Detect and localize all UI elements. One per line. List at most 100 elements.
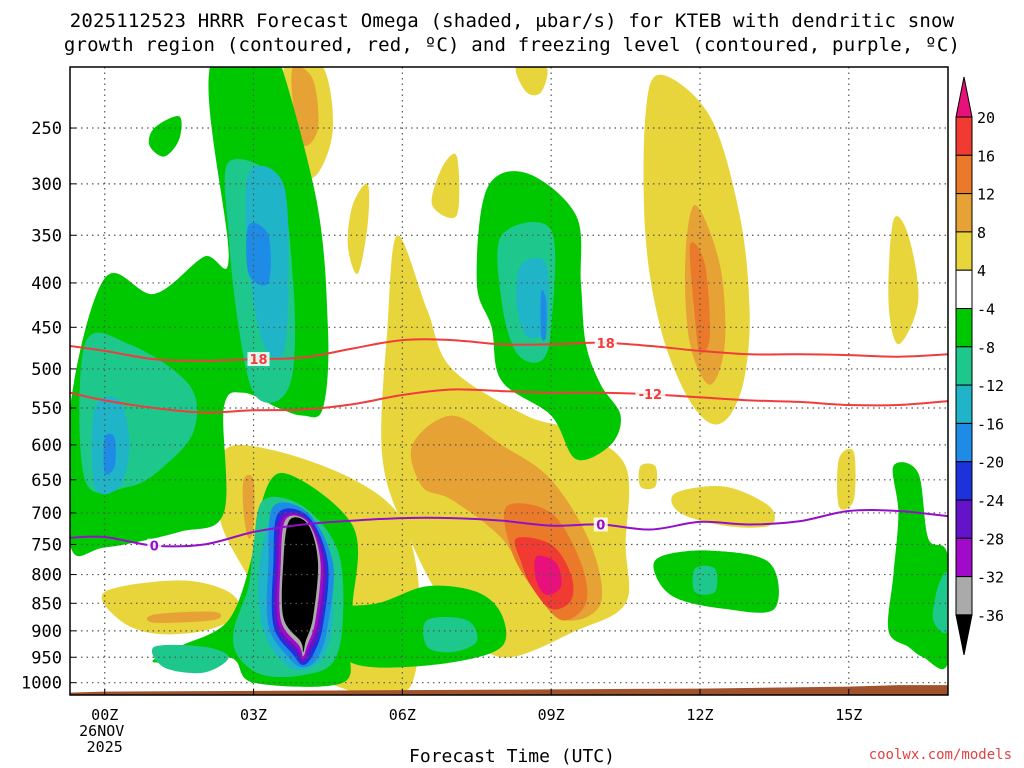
colorbar-label--32: -32 — [977, 569, 1004, 587]
colorbar-label--20: -20 — [977, 454, 1004, 472]
x-tick-label-06Z: 06Z — [389, 706, 416, 724]
y-tick-label-750: 750 — [31, 535, 62, 555]
y-tick-label-950: 950 — [31, 648, 62, 668]
colorbar-bin-top — [955, 76, 973, 118]
omega-region-23 — [148, 116, 182, 157]
omega-region-21 — [638, 463, 658, 490]
omega-region-33 — [151, 644, 229, 674]
y-tick-label-450: 450 — [31, 318, 62, 338]
colorbar-label--28: -28 — [977, 530, 1004, 548]
colorbar-label--4: -4 — [977, 301, 995, 319]
contour-dgz_-18C — [70, 338, 948, 362]
y-tick-label-900: 900 — [31, 622, 62, 642]
omega-region-36 — [692, 565, 718, 595]
colorbar-bin-6 — [955, 308, 973, 348]
colorbar: 20 16 12 8 4 -4 -8 -12 -16 -20 -24 -28 -32 -36 — [955, 76, 1004, 655]
y-axis-ticks: 250 300 350 400 450 500 550 600 650 700 750 800 850 9… — [21, 119, 76, 694]
colorbar-label--16: -16 — [977, 415, 1004, 433]
chart-title-line-1: 2025112523 HRRR Forecast Omega (shaded, … — [69, 10, 955, 32]
x-tick-label-03Z: 03Z — [240, 706, 267, 724]
x-tick-year: 2025 — [87, 738, 123, 756]
colorbar-label-16: 16 — [977, 147, 995, 165]
contour-label-bg — [593, 517, 608, 532]
contour-label-bg — [247, 352, 270, 367]
contour-freezing_0C — [70, 509, 948, 548]
omega-region-5 — [534, 555, 562, 595]
contour-label-bg — [147, 538, 162, 553]
colorbar-bin-10 — [955, 461, 973, 501]
omega-region-8 — [689, 242, 711, 354]
x-tick-label-12Z: 12Z — [686, 706, 713, 724]
colorbar-bin-4 — [955, 231, 973, 271]
y-tick-label-850: 850 — [31, 594, 62, 614]
plot-border — [69, 66, 949, 696]
colorbar-bin-11 — [955, 499, 973, 539]
omega-region-16 — [101, 580, 241, 635]
contour-label-dgz_-12C-0: -12 — [639, 388, 663, 403]
omega-region-19 — [888, 216, 919, 345]
x-tick-label-15Z: 15Z — [835, 706, 862, 724]
x-tick-date: 26NOV — [79, 722, 124, 740]
y-tick-label-350: 350 — [31, 226, 62, 246]
omega-region-28 — [887, 462, 948, 670]
colorbar-label-12: 12 — [977, 186, 995, 204]
colorbar-label--36: -36 — [977, 607, 1004, 625]
colorbar-bin-2 — [955, 154, 973, 195]
colorbar-bin-7 — [955, 346, 973, 386]
y-tick-label-1000: 1000 — [21, 674, 62, 694]
y-tick-label-500: 500 — [31, 360, 62, 380]
omega-shaded-regions — [70, 67, 948, 695]
colorbar-label-4: 4 — [977, 262, 986, 280]
y-tick-label-650: 650 — [31, 471, 62, 491]
omega-region-18 — [671, 486, 776, 528]
x-tick-label-09Z: 09Z — [538, 706, 565, 724]
colorbar-bin-12 — [955, 537, 973, 578]
y-tick-label-300: 300 — [31, 175, 62, 195]
colorbar-label-8: 8 — [977, 224, 986, 242]
omega-region-41 — [103, 433, 116, 475]
omega-region-11 — [515, 67, 548, 96]
omega-region-15 — [242, 474, 255, 539]
colorbar-label--24: -24 — [977, 492, 1004, 510]
contour-label-freezing_0C-0: 0 — [150, 540, 159, 555]
colorbar-bin-bottom — [955, 614, 973, 655]
colorbar-bin-5 — [955, 269, 973, 310]
contour-lines: 18 18 -12 0 0 — [70, 335, 948, 555]
y-tick-label-600: 600 — [31, 436, 62, 456]
contour-label-bg — [594, 335, 617, 350]
colorbar-bin-9 — [955, 422, 973, 463]
ground-surface — [70, 685, 948, 695]
x-tick-label-00Z: 00Z — [91, 706, 118, 724]
colorbar-bin-8 — [955, 384, 973, 424]
contour-label-dgz_-18C-0: 18 — [249, 353, 267, 368]
omega-region-34 — [423, 616, 478, 653]
grid-lines — [70, 67, 948, 695]
plot-frame — [69, 66, 949, 696]
contour-label-freezing_0C-1: 0 — [596, 518, 605, 533]
omega-region-13 — [347, 183, 370, 275]
contour-dgz_-12C — [70, 388, 948, 414]
y-tick-label-400: 400 — [31, 274, 62, 294]
y-tick-label-700: 700 — [31, 504, 62, 524]
omega-region-49 — [281, 517, 319, 653]
y-tick-label-250: 250 — [31, 119, 62, 139]
y-tick-label-550: 550 — [31, 399, 62, 419]
chart-title-line-2: growth region (contoured, red, ºC) and f… — [63, 34, 961, 56]
colorbar-label-20: 20 — [977, 109, 995, 127]
colorbar-bin-3 — [955, 193, 973, 233]
omega-region-12 — [431, 153, 460, 219]
colorbar-label--8: -8 — [977, 339, 995, 357]
contour-label-dgz_-18C-1: 18 — [597, 337, 615, 352]
y-tick-label-800: 800 — [31, 566, 62, 586]
omega-region-17 — [146, 611, 222, 623]
contour-label-bg — [635, 387, 666, 402]
colorbar-bin-13 — [955, 576, 973, 616]
colorbar-bin-1 — [955, 116, 973, 156]
omega-region-43 — [540, 289, 547, 341]
colorbar-label--12: -12 — [977, 377, 1004, 395]
credit-link[interactable]: coolwx.com/models — [868, 747, 1012, 763]
x-axis-title: Forecast Time (UTC) — [409, 746, 615, 767]
omega-region-42 — [246, 222, 271, 286]
